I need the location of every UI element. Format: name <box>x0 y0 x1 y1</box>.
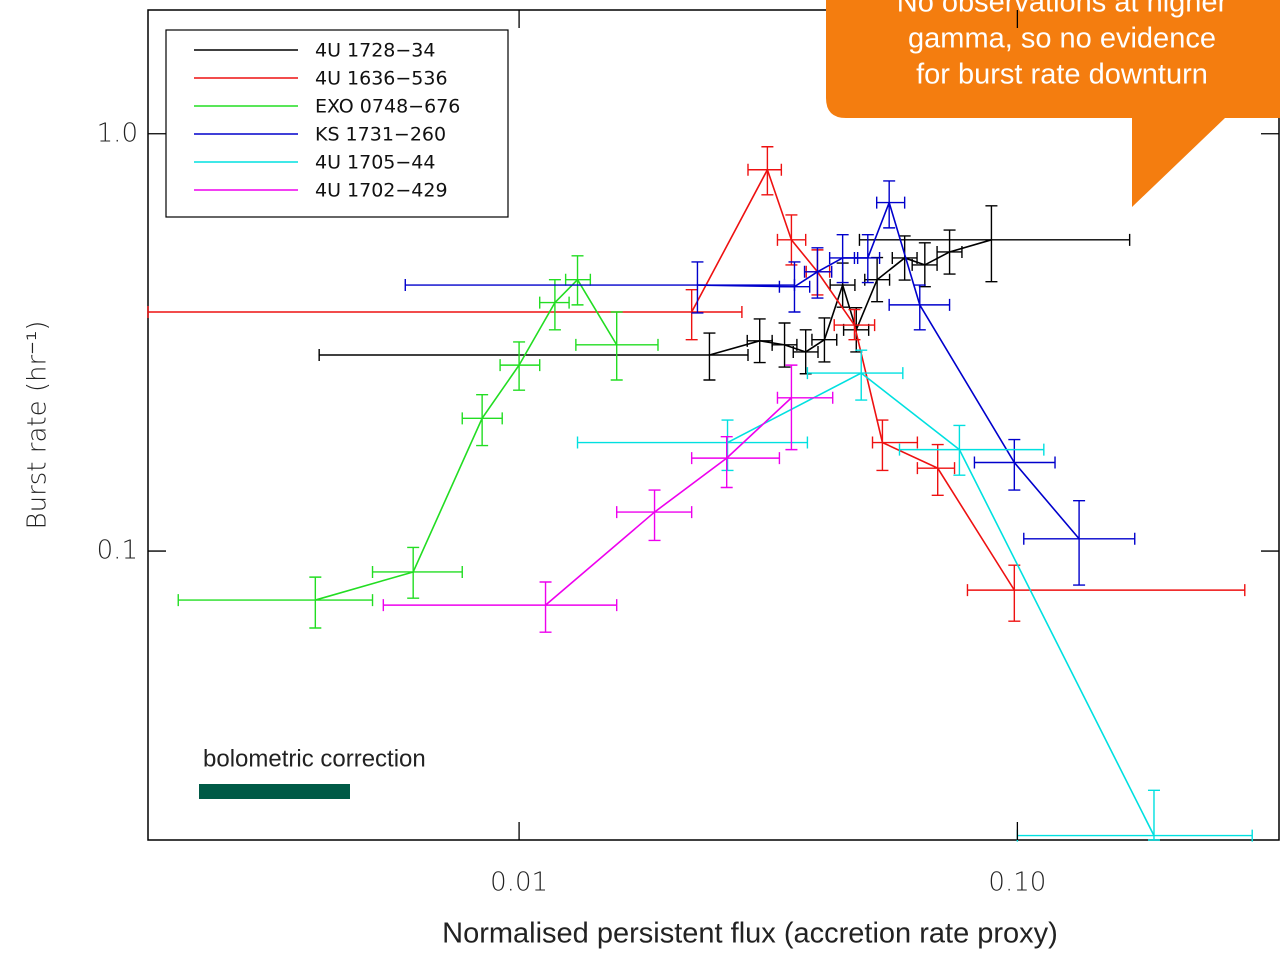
y-error-bar <box>761 146 774 196</box>
x-error-bar <box>499 359 541 372</box>
callout-shape <box>826 0 1280 207</box>
y-error-bar <box>753 318 766 364</box>
y-error-bar <box>943 229 956 275</box>
x-axis-label: Normalised persistent flux (accretion ra… <box>442 918 1058 950</box>
y-error-bar <box>953 424 966 476</box>
x-error-bar <box>806 367 904 380</box>
x-error-bar <box>318 349 749 362</box>
x-error-bar <box>371 565 463 578</box>
y-error-bar <box>898 235 911 281</box>
x-error-bar <box>853 251 881 264</box>
y-error-bar <box>548 278 561 331</box>
y-error-bar <box>1008 438 1021 491</box>
x-error-bar <box>898 443 1045 456</box>
y-error-bar <box>476 393 489 447</box>
y-error-bar <box>513 341 526 391</box>
x-error-bar <box>404 279 796 292</box>
legend-label: EXO 0748−676 <box>315 96 460 118</box>
legend-label: 4U 1705−44 <box>315 152 436 174</box>
y-error-bar <box>720 435 733 489</box>
y-error-bar <box>985 205 998 283</box>
legend-label: 4U 1728−34 <box>315 40 436 62</box>
x-error-bar <box>382 599 618 612</box>
y-error-bar <box>818 317 831 363</box>
y-error-bar <box>876 419 889 472</box>
y-error-bar <box>571 255 584 306</box>
x-error-bar <box>576 436 809 449</box>
plot-area <box>147 146 1253 842</box>
y-error-bar <box>855 349 868 401</box>
x-tick-label: 0.01 <box>490 868 548 898</box>
y-error-bar <box>883 180 896 229</box>
callout-text: for burst rate downturn <box>916 59 1208 91</box>
x-error-bar <box>177 594 374 607</box>
y-error-bar <box>861 233 874 284</box>
y-error-bar <box>610 311 623 381</box>
y-error-bar <box>836 233 849 284</box>
x-error-bar <box>858 233 1131 246</box>
y-error-bar <box>1147 789 1160 841</box>
note-bar <box>199 784 350 799</box>
y-error-bar <box>685 288 698 341</box>
callout: No observations at higher gamma, so no ev… <box>826 0 1280 207</box>
y-error-bar <box>788 261 801 313</box>
legend-label: 4U 1636−536 <box>315 68 448 90</box>
y-error-bar <box>407 546 420 599</box>
plot-frame <box>147 9 1280 841</box>
series-line <box>727 372 1155 836</box>
y-error-bar <box>913 284 926 331</box>
y-error-bar <box>778 322 791 368</box>
y-error-bar <box>785 214 798 266</box>
y-tick-label: 1.0 <box>97 118 138 148</box>
y-error-bar <box>918 242 931 288</box>
y-error-bar <box>691 261 704 314</box>
note: bolometric correction <box>203 745 426 772</box>
x-error-bar <box>747 163 783 176</box>
x-error-bar <box>147 306 743 319</box>
series-line <box>690 167 1016 591</box>
x-error-bar <box>966 584 1246 597</box>
y-error-bar <box>703 332 716 381</box>
y-axis-label: Burst rate (hr⁻¹) <box>23 321 53 530</box>
y-tick-label: 0.1 <box>97 536 138 566</box>
y-error-bar <box>1073 500 1086 586</box>
y-error-bar <box>1008 564 1021 622</box>
series-line <box>697 200 1080 540</box>
legend-label: KS 1731−260 <box>315 124 446 146</box>
y-error-bar <box>309 576 322 629</box>
x-error-bar <box>875 196 906 209</box>
y-error-bar <box>931 443 944 497</box>
y-error-bar <box>539 581 552 633</box>
y-error-bar <box>721 419 734 472</box>
x-error-bar <box>690 452 781 465</box>
callout-text: gamma, so no evidence <box>908 23 1216 55</box>
y-error-bar <box>785 364 798 451</box>
y-error-bar <box>848 308 861 341</box>
legend: 4U 1728−34 4U 1636−536 EXO 0748−676 KS 1731… <box>194 40 460 202</box>
legend-label: 4U 1702−429 <box>315 180 448 202</box>
x-error-bar <box>776 391 834 404</box>
y-error-bar <box>648 489 661 542</box>
x-tick-label: 0.10 <box>988 868 1046 898</box>
series-line <box>315 278 618 601</box>
y-error-bar <box>811 247 824 299</box>
x-error-bar <box>916 462 956 475</box>
series-line <box>545 397 792 606</box>
x-error-bar <box>871 436 919 449</box>
callout-text: No observations at higher <box>897 0 1228 19</box>
legend-box <box>165 29 509 218</box>
